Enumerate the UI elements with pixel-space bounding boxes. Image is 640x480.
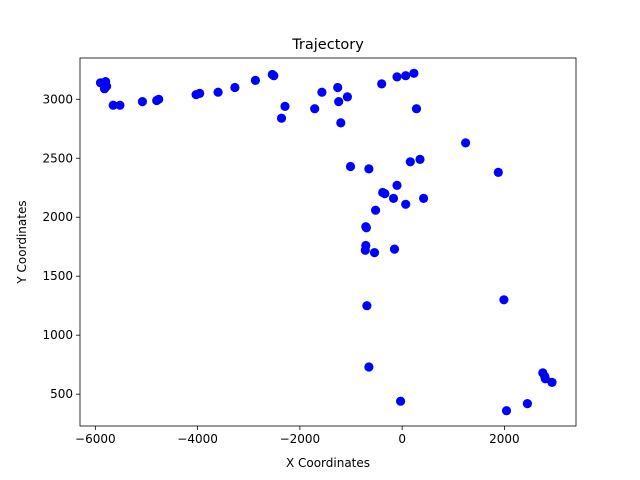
data-point [137, 97, 147, 107]
y-axis-ticks: 500 1000 1500 2000 2500 3000 [42, 92, 80, 401]
data-point [250, 75, 260, 85]
y-tick-label: 1500 [42, 269, 73, 283]
data-point [345, 161, 356, 172]
x-axis-ticks: −6000 −4000 −2000 0 2000 [75, 426, 520, 446]
data-point [99, 84, 110, 94]
data-point [108, 100, 118, 110]
data-point [115, 100, 125, 110]
data-point [336, 118, 346, 128]
data-point [405, 157, 415, 167]
data-point [415, 154, 425, 164]
data-point [334, 97, 344, 107]
data-point [195, 88, 205, 98]
data-point [333, 82, 343, 93]
data-point [396, 396, 406, 406]
x-tick-label: −6000 [75, 432, 116, 446]
data-point [364, 362, 374, 372]
x-tick-label: −4000 [177, 432, 218, 446]
data-point [361, 222, 371, 232]
scatter-points [95, 68, 557, 416]
data-point [493, 167, 503, 177]
chart-title: Trajectory [291, 37, 364, 53]
data-point [280, 101, 290, 111]
data-point [501, 406, 512, 416]
data-point [360, 245, 370, 255]
data-point [230, 82, 240, 93]
data-point [213, 87, 223, 97]
y-tick-label: 1000 [42, 328, 73, 342]
y-axis-label: Y Coordinates [15, 200, 29, 284]
data-point [269, 71, 279, 81]
data-point [392, 72, 402, 82]
x-tick-label: 2000 [489, 432, 520, 446]
data-point [362, 301, 372, 311]
data-point [364, 164, 374, 174]
data-point [411, 104, 422, 114]
y-tick-label: 500 [50, 387, 73, 401]
data-point [380, 189, 390, 199]
data-point [310, 104, 320, 114]
x-tick-label: −2000 [280, 432, 321, 446]
y-tick-label: 2500 [42, 151, 73, 165]
x-axis-label: X Coordinates [286, 456, 370, 470]
y-tick-label: 2000 [42, 210, 73, 224]
plot-frame [79, 57, 577, 427]
data-point [461, 138, 471, 148]
data-point [401, 71, 411, 81]
data-point [154, 94, 164, 104]
data-point [342, 92, 352, 102]
data-point [401, 199, 411, 209]
data-point [419, 193, 429, 203]
data-point [392, 180, 402, 190]
x-tick-label: 0 [398, 432, 406, 446]
y-tick-label: 3000 [42, 92, 73, 106]
data-point [389, 244, 400, 254]
data-point [371, 205, 381, 215]
data-point [499, 295, 509, 305]
data-point [522, 399, 533, 409]
plot-area [80, 58, 576, 426]
data-point [409, 68, 419, 78]
data-point [369, 248, 380, 258]
data-point [377, 79, 387, 89]
data-point [547, 377, 557, 387]
data-point [276, 113, 287, 123]
data-point [317, 87, 327, 97]
data-point [388, 193, 399, 203]
